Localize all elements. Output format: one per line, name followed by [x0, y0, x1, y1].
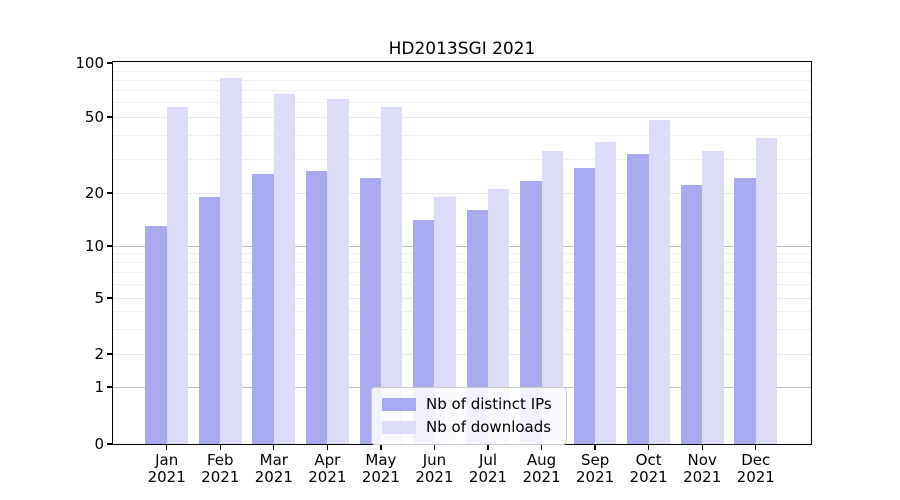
- legend-swatch-downloads: [382, 421, 416, 434]
- x-tick-label-dec: Dec 2021: [736, 451, 775, 486]
- bar-downloads-nov: [702, 151, 724, 444]
- bar-downloads-jul: [488, 188, 510, 444]
- y-tick-label-20: 20: [84, 184, 104, 202]
- bar-ips-sep: [573, 168, 596, 444]
- x-tick-mark-sep: [594, 445, 596, 450]
- y-tick-label-2: 2: [94, 345, 104, 363]
- y-tick-label-50: 50: [84, 108, 104, 126]
- legend-entry-distinct-ips: Nb of distinct IPs: [382, 395, 552, 414]
- y-tick-mark-20: [107, 192, 112, 194]
- y-tick-mark-1: [107, 386, 112, 388]
- bar-ips-feb: [198, 196, 221, 444]
- y-tick-label-1: 1: [94, 378, 104, 396]
- x-tick-label-mar: Mar 2021: [254, 451, 293, 486]
- y-tick-mark-0: [107, 443, 112, 445]
- x-tick-mark-apr: [326, 445, 328, 450]
- x-tick-label-nov: Nov 2021: [683, 451, 722, 486]
- gridline-50: [113, 116, 811, 118]
- bar-ips-nov: [680, 185, 703, 444]
- gridline-10: [113, 245, 811, 247]
- y-tick-mark-10: [107, 245, 112, 247]
- gridline-7: [113, 272, 811, 274]
- bar-ips-jan: [145, 225, 167, 444]
- y-tick-mark-5: [107, 297, 112, 299]
- y-tick-label-0: 0: [94, 435, 104, 453]
- gridline-20: [113, 192, 811, 194]
- chart-title: HD2013SGI 2021: [388, 39, 536, 59]
- x-tick-mark-oct: [648, 445, 650, 450]
- plot-area: Nb of distinct IPs Nb of downloads: [112, 61, 812, 445]
- y-tick-label-100: 100: [75, 54, 104, 72]
- legend-entry-downloads: Nb of downloads: [382, 418, 552, 437]
- x-tick-mark-jun: [433, 445, 436, 450]
- x-tick-label-jan: Jan 2021: [147, 451, 186, 486]
- bar-ips-mar: [252, 174, 274, 444]
- gridline-30: [113, 158, 811, 160]
- x-tick-mark-aug: [540, 445, 543, 450]
- legend-label-downloads: Nb of downloads: [426, 418, 552, 436]
- bar-downloads-may: [380, 106, 403, 444]
- bar-downloads-sep: [595, 141, 617, 444]
- gridline-80: [113, 79, 811, 81]
- x-tick-label-jul: Jul 2021: [468, 451, 508, 486]
- x-tick-label-apr: Apr 2021: [308, 451, 347, 486]
- x-tick-label-may: May 2021: [361, 451, 400, 486]
- x-tick-mark-jan: [166, 445, 168, 450]
- gridline-60: [113, 102, 811, 104]
- bar-ips-may: [359, 177, 381, 444]
- bar-downloads-apr: [327, 98, 349, 444]
- legend-swatch-distinct-ips: [382, 398, 416, 411]
- gridline-40: [113, 135, 811, 136]
- x-tick-mark-mar: [273, 445, 275, 450]
- x-tick-mark-feb: [219, 445, 221, 450]
- y-tick-label-10: 10: [84, 237, 104, 255]
- bar-downloads-jun: [434, 196, 456, 444]
- x-tick-label-sep: Sep 2021: [576, 451, 615, 486]
- y-tick-mark-50: [107, 116, 112, 118]
- gridline-6: [113, 283, 811, 285]
- legend-label-distinct-ips: Nb of distinct IPs: [426, 395, 552, 413]
- gridline-90: [113, 70, 811, 72]
- legend: Nb of distinct IPs Nb of downloads: [371, 387, 567, 445]
- gridline-8: [113, 262, 811, 264]
- bar-ips-oct: [627, 154, 649, 444]
- bar-downloads-aug: [541, 151, 563, 444]
- gridline-5: [113, 297, 811, 299]
- y-tick-mark-2: [107, 353, 112, 355]
- x-tick-mark-may: [380, 445, 382, 450]
- y-tick-mark-100: [107, 62, 112, 64]
- bar-ips-jul: [466, 210, 488, 444]
- x-tick-label-aug: Aug 2021: [522, 451, 561, 486]
- x-tick-mark-jul: [487, 445, 489, 450]
- bar-downloads-feb: [220, 78, 242, 444]
- bar-downloads-dec: [755, 137, 778, 444]
- bar-ips-aug: [520, 181, 542, 444]
- gridline-2: [113, 353, 811, 355]
- x-tick-mark-dec: [755, 445, 757, 450]
- x-tick-label-oct: Oct 2021: [629, 451, 668, 486]
- x-tick-label-feb: Feb 2021: [201, 451, 240, 486]
- gridline-4: [113, 311, 811, 313]
- y-tick-label-5: 5: [94, 289, 104, 307]
- bar-downloads-oct: [648, 120, 671, 444]
- bar-downloads-mar: [273, 94, 296, 444]
- x-tick-mark-nov: [701, 445, 703, 450]
- bar-ips-apr: [305, 171, 328, 444]
- gridline-3: [113, 328, 811, 330]
- bar-downloads-jan: [166, 106, 189, 444]
- gridline-70: [113, 90, 811, 92]
- bar-ips-dec: [734, 177, 756, 444]
- gridline-9: [113, 253, 811, 255]
- x-tick-label-jun: Jun 2021: [415, 451, 454, 486]
